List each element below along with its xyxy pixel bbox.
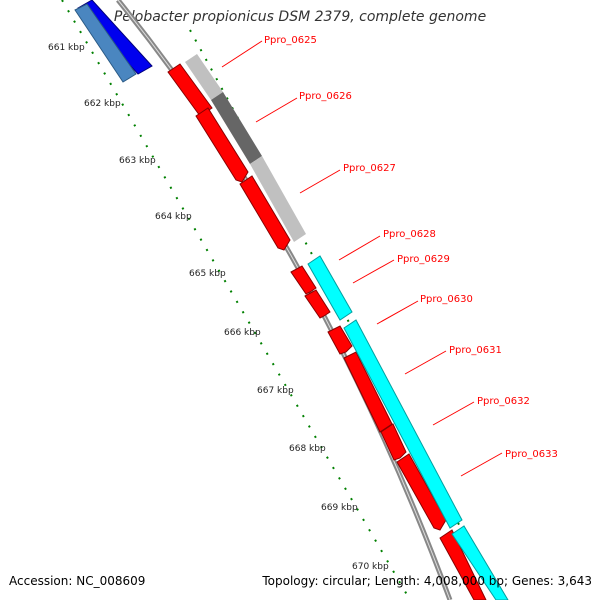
forward-genes [307, 255, 509, 600]
gene-label[interactable]: Ppro_0633 [505, 449, 558, 460]
scale-ruler [61, 0, 411, 600]
backbone-arc-highlight [117, 0, 451, 600]
scale-ruler-dotted-line [61, 0, 411, 600]
gene-block-cyan-a [307, 255, 353, 321]
scale-label: 670 kbp [352, 562, 389, 572]
gene-label[interactable]: Ppro_0625 [264, 35, 317, 46]
gene-label[interactable]: Ppro_0628 [383, 229, 436, 240]
gene-label[interactable]: Ppro_0631 [449, 345, 502, 356]
connector-0631 [404, 350, 447, 375]
gene-arrow-next [439, 529, 487, 600]
scale-label: 667 kbp [257, 386, 294, 396]
gc-track [185, 54, 306, 242]
connector-0625 [221, 40, 263, 68]
gene-label[interactable]: Ppro_0632 [477, 396, 530, 407]
gc-segment [250, 156, 306, 242]
connector-0626 [255, 97, 298, 123]
scale-label: 664 kbp [155, 212, 192, 222]
gene-label[interactable]: Ppro_0630 [420, 294, 473, 305]
accession-text: Accession: NC_008609 [9, 574, 146, 588]
scale-label: 668 kbp [289, 444, 326, 454]
gene-label[interactable]: Ppro_0629 [397, 254, 450, 265]
gene-arrow-ppro-0633 [396, 453, 447, 531]
gene-arrow-ppro-0631 [343, 351, 393, 433]
backbone [116, 0, 453, 600]
reverse-genes [167, 63, 487, 600]
scale-label: 665 kbp [189, 269, 226, 279]
gene-label[interactable]: Ppro_0626 [299, 91, 352, 102]
scale-label: 663 kbp [119, 156, 156, 166]
connector-0630 [376, 300, 419, 325]
connector-0629 [352, 259, 395, 284]
gc-segment [185, 54, 223, 100]
topology-summary: Topology: circular; Length: 4,008,000 bp… [262, 574, 592, 588]
connector-0632 [432, 401, 475, 426]
gene-labels: Ppro_0625 Ppro_0626 Ppro_0627 Ppro_0628 … [264, 35, 558, 460]
backbone-arc [116, 0, 453, 600]
scale-label: 669 kbp [321, 503, 358, 513]
upstream-forward-genes [74, 0, 153, 83]
gene-block-cyan-c [451, 525, 509, 600]
scale-labels: 661 kbp 662 kbp 663 kbp 664 kbp 665 kbp … [48, 43, 389, 572]
connector-0633 [460, 452, 503, 477]
gene-arrow-ppro-0629 [304, 289, 331, 319]
gene-arrow-ppro-0628 [290, 265, 317, 295]
gene-label[interactable]: Ppro_0627 [343, 163, 396, 174]
label-connectors [221, 40, 503, 477]
gene-block-steelblue [74, 3, 137, 83]
gene-arrow-ppro-0630 [327, 325, 353, 355]
gc-segment-dark [211, 92, 262, 164]
map-title: Pelobacter propionicus DSM 2379, complet… [113, 9, 487, 25]
scale-label: 662 kbp [84, 99, 121, 109]
scale-label: 661 kbp [48, 43, 85, 53]
connector-0627 [299, 169, 341, 194]
gene-arrow-ppro-0627 [239, 175, 291, 251]
scale-label: 666 kbp [224, 328, 261, 338]
gene-arrow-ppro-0632 [380, 423, 407, 461]
connector-0628 [338, 235, 381, 261]
gene-block-cyan-b [343, 319, 463, 529]
gene-arrow-ppro-0625 [167, 63, 213, 117]
gene-arrow-ppro-0626 [195, 107, 249, 183]
